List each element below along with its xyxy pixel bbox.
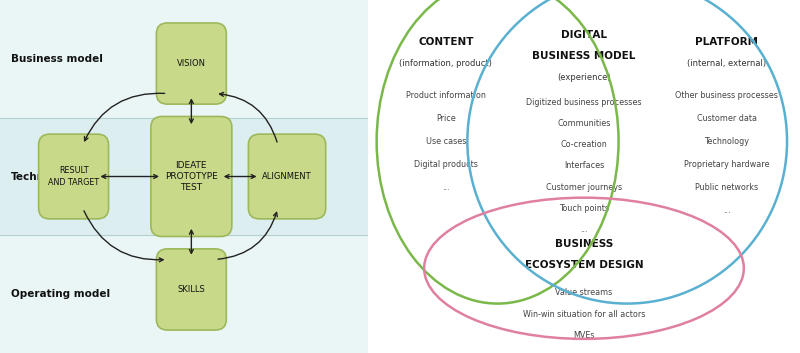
Text: Technology: Technology (11, 172, 78, 181)
Text: Product information: Product information (406, 91, 486, 100)
FancyArrowPatch shape (102, 174, 158, 179)
Text: Operating model: Operating model (11, 289, 110, 299)
Text: Communities: Communities (558, 119, 610, 128)
FancyBboxPatch shape (38, 134, 109, 219)
Text: Technology: Technology (704, 137, 749, 146)
Text: Other business processes: Other business processes (675, 91, 778, 100)
FancyBboxPatch shape (157, 249, 226, 330)
Text: Win-win situation for all actors: Win-win situation for all actors (523, 310, 645, 319)
Text: VISION: VISION (177, 59, 206, 68)
FancyArrowPatch shape (190, 100, 194, 123)
Text: ...: ... (442, 183, 450, 192)
Text: MVEs: MVEs (574, 331, 594, 340)
Text: Customer journeys: Customer journeys (546, 183, 622, 192)
Text: Public networks: Public networks (695, 183, 758, 192)
FancyArrowPatch shape (84, 211, 163, 262)
Text: CONTENT: CONTENT (418, 37, 474, 47)
Text: BUSINESS: BUSINESS (555, 239, 613, 249)
Text: ...: ... (723, 205, 730, 215)
FancyBboxPatch shape (248, 134, 326, 219)
Text: PLATFORM: PLATFORM (695, 37, 758, 47)
FancyArrowPatch shape (225, 174, 255, 179)
FancyBboxPatch shape (157, 23, 226, 104)
Text: Use cases: Use cases (426, 137, 466, 146)
FancyBboxPatch shape (151, 116, 232, 237)
Text: SKILLS: SKILLS (178, 285, 206, 294)
FancyArrowPatch shape (190, 230, 194, 253)
Text: (information, product): (information, product) (399, 59, 492, 68)
Text: (experience): (experience) (557, 73, 611, 82)
Text: Business model: Business model (11, 54, 103, 64)
Bar (0, 0, 368, 118)
Text: IDEATE
PROTOTYPE
TEST: IDEATE PROTOTYPE TEST (165, 161, 218, 192)
Text: Touch points: Touch points (559, 204, 609, 213)
Text: ...: ... (580, 225, 588, 234)
Bar (0, 118, 368, 235)
Text: BUSINESS MODEL: BUSINESS MODEL (532, 52, 636, 61)
FancyArrowPatch shape (85, 93, 165, 141)
Text: Co-creation: Co-creation (561, 140, 607, 149)
Text: Value streams: Value streams (555, 288, 613, 298)
Text: RESULT
AND TARGET: RESULT AND TARGET (48, 167, 99, 186)
Text: Customer data: Customer data (697, 114, 757, 123)
Text: DIGITAL: DIGITAL (561, 30, 607, 40)
Text: (internal, external): (internal, external) (687, 59, 766, 68)
Text: ALIGNMENT: ALIGNMENT (262, 172, 312, 181)
Bar (0, 235, 368, 353)
FancyArrowPatch shape (219, 92, 277, 142)
Text: Price: Price (436, 114, 456, 123)
Text: Interfaces: Interfaces (564, 161, 604, 170)
Text: Digital products: Digital products (414, 160, 478, 169)
Text: Proprietary hardware: Proprietary hardware (684, 160, 770, 169)
Text: ECOSYSTEM DESIGN: ECOSYSTEM DESIGN (525, 260, 643, 270)
FancyArrowPatch shape (218, 213, 278, 259)
Text: Digitized business processes: Digitized business processes (526, 98, 642, 107)
